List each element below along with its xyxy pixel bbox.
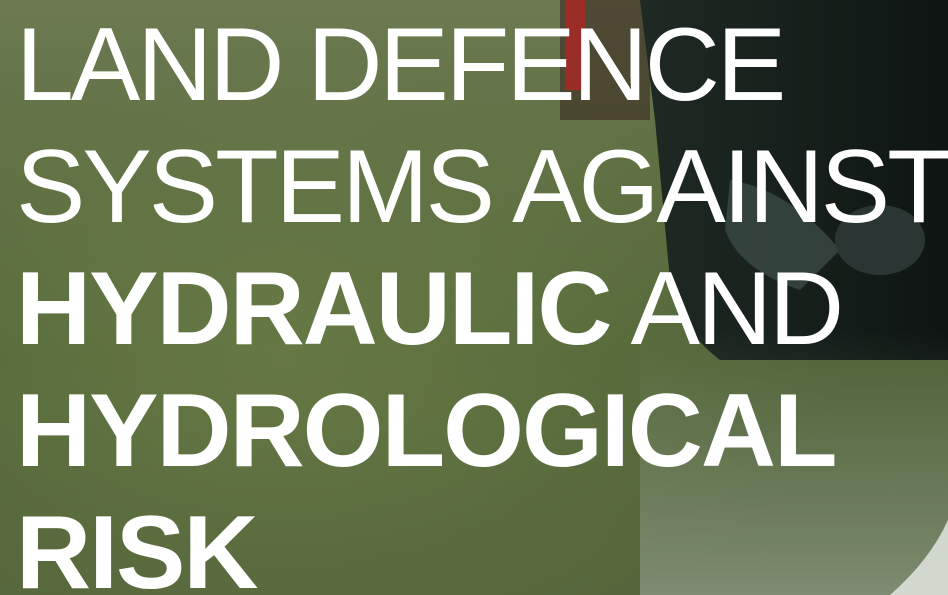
headline-line: RISK xyxy=(16,492,948,595)
headline-line: HYDROLOGICAL xyxy=(16,370,948,492)
headline: LAND DEFENCE SYSTEMS AGAINST HYDRAULIC A… xyxy=(16,4,948,595)
headline-line: LAND DEFENCE xyxy=(16,4,948,126)
hero-banner: LAND DEFENCE SYSTEMS AGAINST HYDRAULIC A… xyxy=(0,0,948,595)
headline-light: AND xyxy=(631,251,842,367)
headline-bold: HYDRAULIC xyxy=(16,251,610,367)
headline-line: HYDRAULIC AND xyxy=(16,248,948,370)
headline-line: SYSTEMS AGAINST xyxy=(16,126,948,248)
